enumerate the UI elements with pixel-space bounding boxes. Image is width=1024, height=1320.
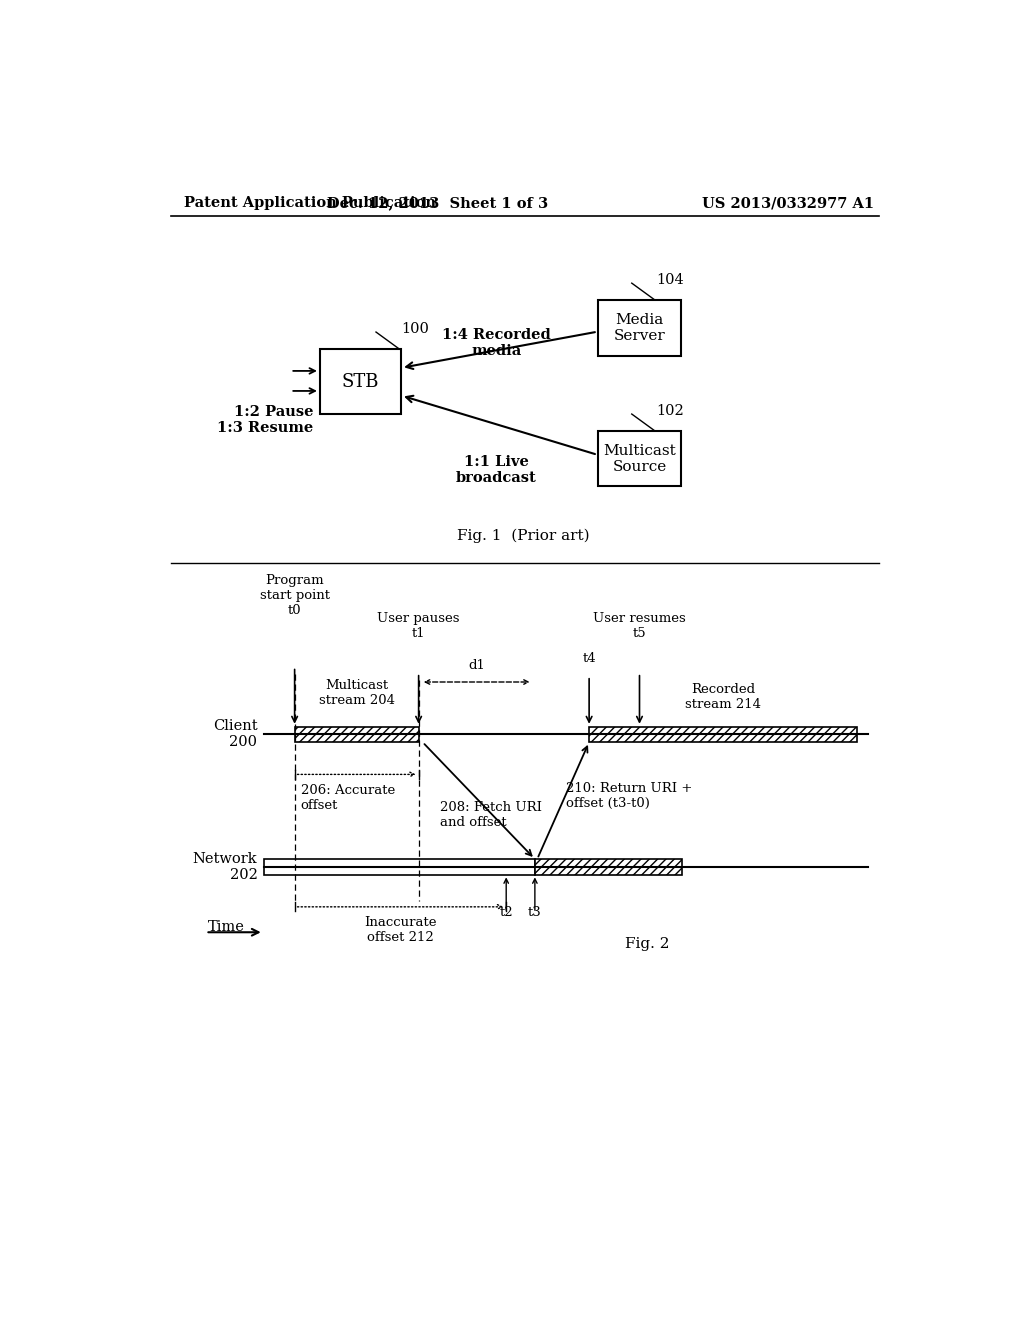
Bar: [589, 726, 856, 742]
Text: 100: 100: [400, 322, 429, 337]
Text: Dec. 12, 2013  Sheet 1 of 3: Dec. 12, 2013 Sheet 1 of 3: [328, 197, 549, 210]
Bar: [598, 300, 681, 355]
Text: Client
200: Client 200: [213, 719, 257, 750]
Bar: [295, 726, 419, 742]
Text: STB: STB: [342, 372, 379, 391]
Text: Multicast
stream 204: Multicast stream 204: [318, 680, 394, 708]
Text: 210: Return URI +
offset (t3-t0): 210: Return URI + offset (t3-t0): [566, 781, 692, 810]
Text: Program
start point
t0: Program start point t0: [260, 574, 330, 618]
Text: US 2013/0332977 A1: US 2013/0332977 A1: [701, 197, 873, 210]
Text: Fig. 1  (Prior art): Fig. 1 (Prior art): [457, 528, 590, 543]
Bar: [535, 859, 682, 875]
Text: Recorded
stream 214: Recorded stream 214: [685, 684, 761, 711]
Text: Media
Server: Media Server: [613, 313, 666, 343]
Text: Network
202: Network 202: [193, 851, 257, 882]
Text: t3: t3: [528, 906, 542, 919]
Text: 1:2 Pause
1:3 Resume: 1:2 Pause 1:3 Resume: [217, 405, 313, 436]
Text: d1: d1: [468, 659, 485, 672]
Text: Multicast
Source: Multicast Source: [603, 444, 676, 474]
Text: 208: Fetch URI
and offset: 208: Fetch URI and offset: [440, 801, 543, 829]
Text: User resumes
t5: User resumes t5: [593, 612, 686, 640]
Bar: [598, 432, 681, 487]
Text: Time: Time: [208, 920, 245, 935]
Text: Inaccurate
offset 212: Inaccurate offset 212: [365, 916, 436, 944]
Text: 1:1 Live
broadcast: 1:1 Live broadcast: [456, 455, 537, 486]
Text: Fig. 2: Fig. 2: [625, 937, 670, 950]
Text: 1:4 Recorded
media: 1:4 Recorded media: [441, 329, 551, 358]
Text: Patent Application Publication: Patent Application Publication: [183, 197, 436, 210]
Text: User pauses
t1: User pauses t1: [378, 612, 460, 640]
Text: 102: 102: [656, 404, 684, 418]
Bar: [319, 348, 401, 414]
Text: 104: 104: [656, 273, 684, 286]
Text: 206: Accurate
offset: 206: Accurate offset: [301, 784, 395, 812]
Text: t2: t2: [500, 906, 513, 919]
Text: t4: t4: [583, 652, 596, 665]
Bar: [263, 859, 535, 875]
